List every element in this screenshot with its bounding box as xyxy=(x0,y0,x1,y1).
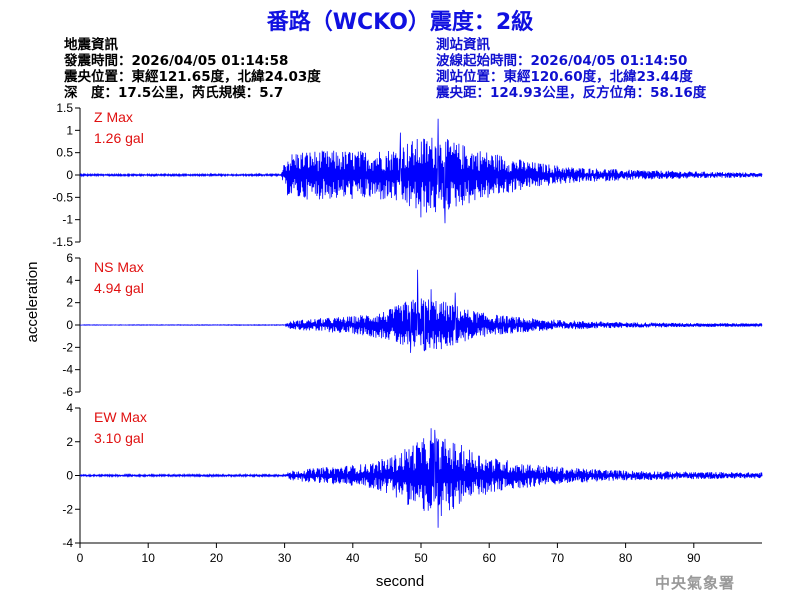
max-title: Z Max xyxy=(94,109,133,125)
depth-magnitude: 深 度：17.5公里，芮氏規模：5.7 xyxy=(64,85,284,101)
station-location: 測站位置：東經120.60度，北緯23.44度 xyxy=(436,69,693,85)
y-tick-label: 4 xyxy=(66,273,73,287)
origin-time: 發震時間：2026/04/05 01:14:58 xyxy=(64,53,289,69)
station-info-heading: 測站資訊 xyxy=(436,37,490,53)
quake-info-heading: 地震資訊 xyxy=(64,37,118,53)
panel-ew: -4 -2 0 2 4 EW Max 3.10 gal xyxy=(62,401,763,550)
y-tick-label: 6 xyxy=(66,251,73,265)
y-tick-label: -1.5 xyxy=(52,235,73,249)
y-tick-label: -0.5 xyxy=(52,190,73,204)
wave-start-time: 波線起始時間：2026/04/05 01:14:50 xyxy=(436,53,688,69)
max-title: EW Max xyxy=(94,409,147,425)
x-tick-label: 40 xyxy=(346,551,360,565)
panel-ns: -6 -4 -2 0 2 4 6 NS Max 4.94 gal xyxy=(62,251,763,399)
max-value: 1.26 gal xyxy=(94,130,144,146)
trace-ew xyxy=(79,428,763,528)
quake-info-panel: 地震資訊 發震時間：2026/04/05 01:14:58 震央位置：東經121… xyxy=(64,37,321,101)
trace-ns xyxy=(79,269,763,353)
y-axis-label: acceleration xyxy=(24,262,41,343)
max-value: 3.10 gal xyxy=(94,430,144,446)
x-tick-label: 90 xyxy=(687,551,701,565)
x-axis-label: second xyxy=(376,573,424,590)
max-title: NS Max xyxy=(94,259,144,275)
x-tick-label: 20 xyxy=(210,551,224,565)
y-tick-label: -4 xyxy=(62,536,73,550)
y-tick-label: 1 xyxy=(66,123,73,137)
page-title: 番路（WCKO）震度：2級 xyxy=(266,10,534,35)
x-tick-label: 80 xyxy=(619,551,633,565)
y-tick-label: -2 xyxy=(62,502,73,516)
epicenter-location: 震央位置：東經121.65度，北緯24.03度 xyxy=(64,69,321,85)
max-value: 4.94 gal xyxy=(94,280,144,296)
y-tick-label: -1 xyxy=(62,213,73,227)
seismogram-panels: -1.5 -1 -0.5 0 0.5 1 1.5 Z Max 1.26 gal -6 -4 -2 0 2 4… xyxy=(52,101,763,550)
x-axis: 0 10 20 30 40 50 60 70 80 90 xyxy=(77,542,762,565)
x-tick-label: 70 xyxy=(551,551,565,565)
trace-z xyxy=(79,118,763,224)
y-tick-label: 0.5 xyxy=(56,146,73,160)
agency-credit: 中央氣象署 xyxy=(655,574,736,592)
y-tick-label: 0 xyxy=(66,168,73,182)
epicentral-distance: 震央距：124.93公里，反方位角：58.16度 xyxy=(436,85,707,101)
y-tick-label: -2 xyxy=(62,340,73,354)
x-tick-label: 30 xyxy=(278,551,292,565)
x-tick-label: 0 xyxy=(77,551,84,565)
y-tick-label: 0 xyxy=(66,318,73,332)
y-tick-label: 0 xyxy=(66,469,73,483)
y-tick-label: 2 xyxy=(66,435,73,449)
station-info-panel: 測站資訊 波線起始時間：2026/04/05 01:14:50 測站位置：東經1… xyxy=(436,37,706,101)
panel-z: -1.5 -1 -0.5 0 0.5 1 1.5 Z Max 1.26 gal xyxy=(52,101,763,249)
y-tick-label: 4 xyxy=(66,401,73,415)
x-tick-label: 60 xyxy=(483,551,497,565)
x-tick-label: 10 xyxy=(142,551,156,565)
x-tick-label: 50 xyxy=(414,551,428,565)
y-tick-label: 2 xyxy=(66,296,73,310)
y-tick-label: -6 xyxy=(62,385,73,399)
y-tick-label: 1.5 xyxy=(56,101,73,115)
y-tick-label: -4 xyxy=(62,363,73,377)
